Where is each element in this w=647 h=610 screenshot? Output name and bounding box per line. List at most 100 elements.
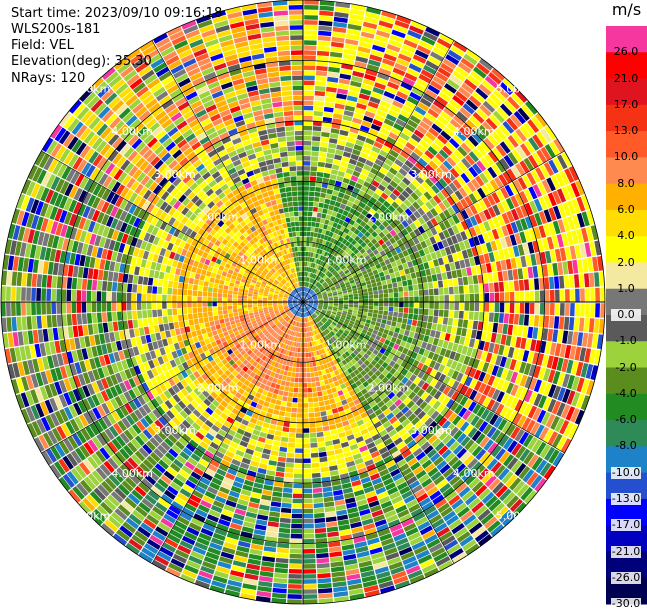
velocity-gate [167,295,172,302]
velocity-gate [263,298,268,300]
velocity-gate [274,163,281,169]
velocity-gate [332,32,345,38]
velocity-gate [47,315,52,328]
velocity-gate [275,215,280,220]
velocity-gate [299,216,303,221]
velocity-gate [298,206,303,211]
velocity-gate [117,292,122,301]
velocity-gate [296,232,300,237]
velocity-gate [379,298,384,302]
velocity-gate [439,295,444,302]
velocity-gate [142,294,147,302]
velocity-gate [219,280,224,285]
velocity-gate [273,303,278,305]
velocity-gate [178,315,183,322]
velocity-gate [326,194,332,200]
velocity-gate [312,217,317,222]
velocity-gate [296,146,304,151]
velocity-gate [168,316,173,323]
velocity-gate [409,291,414,297]
velocity-gate [385,274,390,279]
velocity-gate [233,291,238,295]
velocity-gate [284,111,293,116]
velocity-gate [56,289,61,301]
velocity-gate [270,174,277,180]
velocity-gate [534,278,539,290]
velocity-gate [198,291,203,296]
velocity-gate [112,312,117,321]
velocity-gate [177,302,182,308]
velocity-gate [317,56,329,61]
velocity-gate [525,291,530,302]
velocity-gate [107,282,112,292]
velocity-gate [253,294,258,297]
velocity-gate [208,292,213,297]
velocity-gate [304,20,318,25]
velocity-gate [253,304,258,307]
velocity-gate [314,96,324,101]
velocity-gate [528,267,534,279]
velocity-gate [149,270,155,278]
velocity-gate [386,279,391,284]
velocity-gate [23,331,29,345]
velocity-gate [189,319,194,325]
velocity-gate [565,289,570,302]
velocity-gate [263,304,268,306]
velocity-gate [129,329,135,338]
velocity-gate [317,172,324,177]
velocity-gate [238,308,243,312]
velocity-gate [198,313,203,319]
velocity-gate [287,146,295,151]
velocity-gate [363,292,368,296]
velocity-gate [158,317,163,324]
velocity-gate [295,126,304,131]
velocity-gate [268,72,280,78]
velocity-gate [549,277,554,289]
velocity-gate [275,21,289,27]
velocity-gate [514,280,519,291]
velocity-gate [114,262,120,272]
velocity-gate [6,302,11,316]
velocity-gate [293,86,303,91]
velocity-gate [207,332,213,338]
velocity-gate [444,295,449,302]
velocity-gate [518,268,524,279]
velocity-gate [280,213,285,218]
velocity-gate [304,166,311,171]
velocity-gate [172,288,177,295]
velocity-gate [98,323,104,333]
velocity-gate [201,328,207,334]
velocity-gate [28,259,34,273]
velocity-gate [579,274,585,288]
velocity-gate [328,72,340,78]
velocity-gate [238,312,243,316]
velocity-gate [444,287,449,294]
velocity-gate [310,237,314,242]
velocity-gate [210,277,215,283]
velocity-gate [33,260,39,273]
velocity-gate [92,313,97,323]
velocity-gate [378,290,383,294]
velocity-gate [276,173,283,179]
velocity-gate [424,296,429,302]
velocity-gate [99,334,105,345]
velocity-gate [304,15,318,20]
velocity-gate [203,286,208,291]
velocity-gate [268,190,275,196]
velocity-gate [293,101,303,106]
velocity-gate [113,322,119,332]
velocity-gate [208,287,213,292]
velocity-gate [167,302,172,309]
velocity-gate [434,296,439,303]
velocity-gate [12,272,18,286]
velocity-gate [263,42,276,48]
velocity-gate [333,22,347,28]
velocity-gate [328,205,334,211]
velocity-gate [276,199,282,205]
velocity-gate [167,288,172,295]
velocity-gate [423,262,429,269]
velocity-gate [172,309,177,316]
velocity-gate [290,40,303,45]
velocity-gate [112,292,117,301]
velocity-gate [309,191,315,196]
